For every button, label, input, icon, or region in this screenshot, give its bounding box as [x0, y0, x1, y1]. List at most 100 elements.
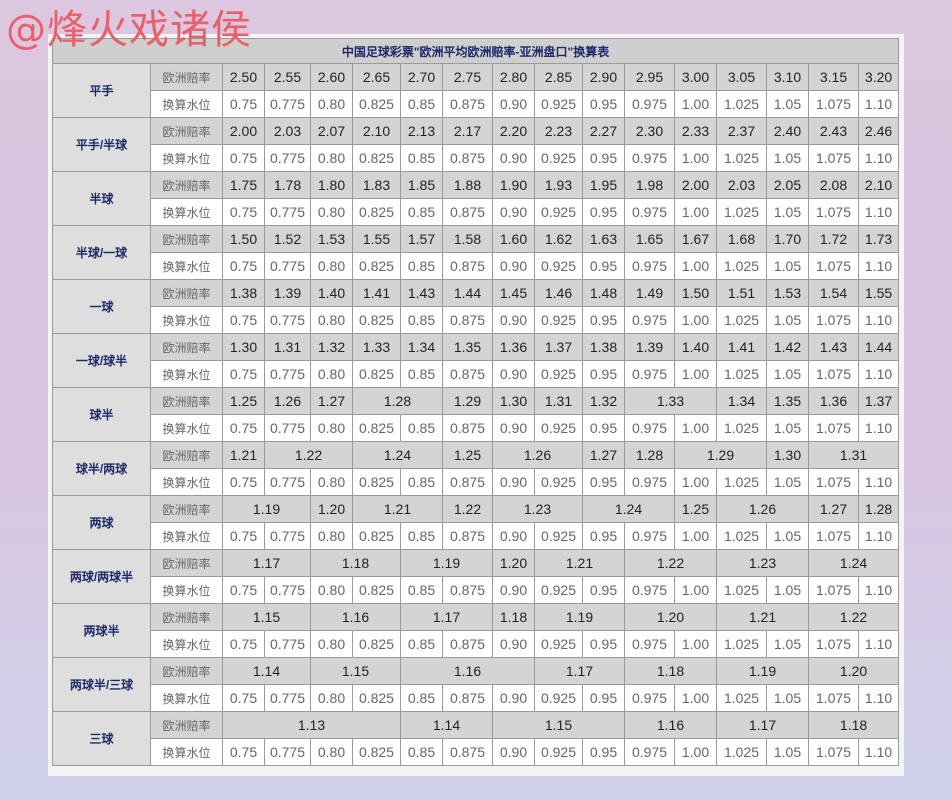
- water-cell: 0.775: [264, 198, 311, 226]
- water-cell: 0.95: [582, 522, 625, 550]
- water-cell: 0.875: [442, 306, 493, 334]
- water-cell: 0.975: [624, 576, 675, 604]
- odds-cell: 1.45: [492, 279, 535, 307]
- odds-cell: 1.24: [352, 441, 443, 469]
- water-cell: 1.025: [716, 144, 767, 172]
- water-cell: 0.975: [624, 630, 675, 658]
- odds-row: 两球半 欧洲赔率 1.15 1.16 1.17 1.18 1.19 1.20 1.21 1.22: [52, 603, 900, 658]
- water-cell: 0.85: [400, 522, 443, 550]
- odds-cell: 1.51: [716, 279, 767, 307]
- odds-cell: 1.18: [492, 603, 535, 631]
- water-cell: 0.775: [264, 414, 311, 442]
- water-row-label: 换算水位: [150, 522, 223, 550]
- odds-cell: 1.19: [716, 657, 809, 685]
- water-cell: 0.75: [222, 414, 265, 442]
- handicap-label: 球半/两球: [52, 441, 151, 496]
- water-cell: 1.075: [808, 684, 859, 712]
- water-cell: 0.975: [624, 738, 675, 766]
- odds-cell: 1.46: [534, 279, 583, 307]
- water-cell: 0.85: [400, 738, 443, 766]
- water-cell: 1.10: [857, 738, 900, 766]
- water-row: 换算水位 0.75 0.775 0.80 0.825 0.85 0.875 0.90 0.925…: [53, 306, 900, 334]
- water-cell: 0.75: [222, 198, 265, 226]
- odds-cell: 2.17: [442, 117, 493, 145]
- water-cell: 1.00: [674, 90, 717, 118]
- odds-cell: 2.00: [674, 171, 717, 199]
- water-cell: 1.075: [808, 144, 859, 172]
- odds-cell: 1.63: [582, 225, 625, 253]
- odds-cell: 2.80: [492, 63, 535, 91]
- odds-cell: 1.41: [716, 333, 767, 361]
- odds-cell: 1.18: [310, 549, 401, 577]
- odds-cell: 1.43: [400, 279, 443, 307]
- water-cell: 0.775: [264, 576, 311, 604]
- water-cell: 1.00: [674, 414, 717, 442]
- odds-cell: 1.19: [222, 495, 311, 523]
- water-cell: 0.875: [442, 522, 493, 550]
- water-cell: 0.925: [534, 630, 583, 658]
- water-cell: 0.85: [400, 360, 443, 388]
- water-cell: 0.775: [264, 252, 311, 280]
- water-cell: 1.10: [857, 252, 900, 280]
- water-cell: 0.90: [492, 252, 535, 280]
- odds-cell: 2.20: [492, 117, 535, 145]
- water-cell: 0.80: [310, 414, 353, 442]
- water-cell: 0.85: [400, 306, 443, 334]
- water-row: 换算水位 0.75 0.775 0.80 0.825 0.85 0.875 0.90 0.925…: [53, 90, 900, 118]
- water-row-label: 换算水位: [150, 684, 223, 712]
- water-cell: 0.875: [442, 252, 493, 280]
- water-row-label: 换算水位: [150, 360, 223, 388]
- water-cell: 1.10: [857, 630, 900, 658]
- odds-cell: 1.23: [492, 495, 583, 523]
- water-cell: 0.775: [264, 144, 311, 172]
- water-row-label: 换算水位: [150, 198, 223, 226]
- water-cell: 1.075: [808, 198, 859, 226]
- odds-cell: 3.20: [857, 63, 900, 91]
- water-cell: 1.00: [674, 684, 717, 712]
- water-cell: 0.95: [582, 252, 625, 280]
- odds-cell: 1.90: [492, 171, 535, 199]
- water-cell: 0.975: [624, 144, 675, 172]
- odds-cell: 1.14: [400, 711, 493, 739]
- water-cell: 0.85: [400, 90, 443, 118]
- odds-cell: 2.13: [400, 117, 443, 145]
- odds-cell: 1.78: [264, 171, 311, 199]
- odds-cell: 1.16: [400, 657, 535, 685]
- water-cell: 1.10: [857, 414, 900, 442]
- water-cell: 0.95: [582, 630, 625, 658]
- odds-cell: 1.75: [222, 171, 265, 199]
- water-cell: 1.025: [716, 684, 767, 712]
- water-cell: 1.025: [716, 252, 767, 280]
- handicap-label: 平手/半球: [52, 117, 151, 172]
- odds-cell: 1.58: [442, 225, 493, 253]
- handicap-label: 半球/一球: [52, 225, 151, 280]
- water-cell: 0.925: [534, 144, 583, 172]
- odds-row-label: 欧洲赔率: [150, 495, 223, 523]
- odds-cell: 1.72: [808, 225, 859, 253]
- odds-cell: 1.24: [582, 495, 675, 523]
- odds-cell: 1.50: [674, 279, 717, 307]
- water-cell: 0.85: [400, 468, 443, 496]
- odds-cell: 1.38: [582, 333, 625, 361]
- handicap-label: 球半: [52, 387, 151, 442]
- water-cell: 0.80: [310, 630, 353, 658]
- odds-cell: 1.93: [534, 171, 583, 199]
- odds-cell: 2.03: [716, 171, 767, 199]
- water-cell: 0.775: [264, 360, 311, 388]
- water-cell: 0.90: [492, 468, 535, 496]
- water-cell: 0.925: [534, 90, 583, 118]
- odds-cell: 1.85: [400, 171, 443, 199]
- odds-cell: 1.49: [624, 279, 675, 307]
- water-cell: 0.825: [352, 414, 401, 442]
- water-cell: 0.75: [222, 144, 265, 172]
- odds-cell: 1.31: [534, 387, 583, 415]
- handicap-label: 三球: [52, 711, 151, 766]
- odds-cell: 1.16: [310, 603, 401, 631]
- water-cell: 0.925: [534, 306, 583, 334]
- water-cell: 0.95: [582, 144, 625, 172]
- odds-cell: 1.44: [442, 279, 493, 307]
- odds-cell: 1.22: [807, 603, 900, 631]
- odds-cell: 1.22: [264, 441, 353, 469]
- odds-cell: 1.15: [310, 657, 401, 685]
- odds-cell: 1.35: [442, 333, 493, 361]
